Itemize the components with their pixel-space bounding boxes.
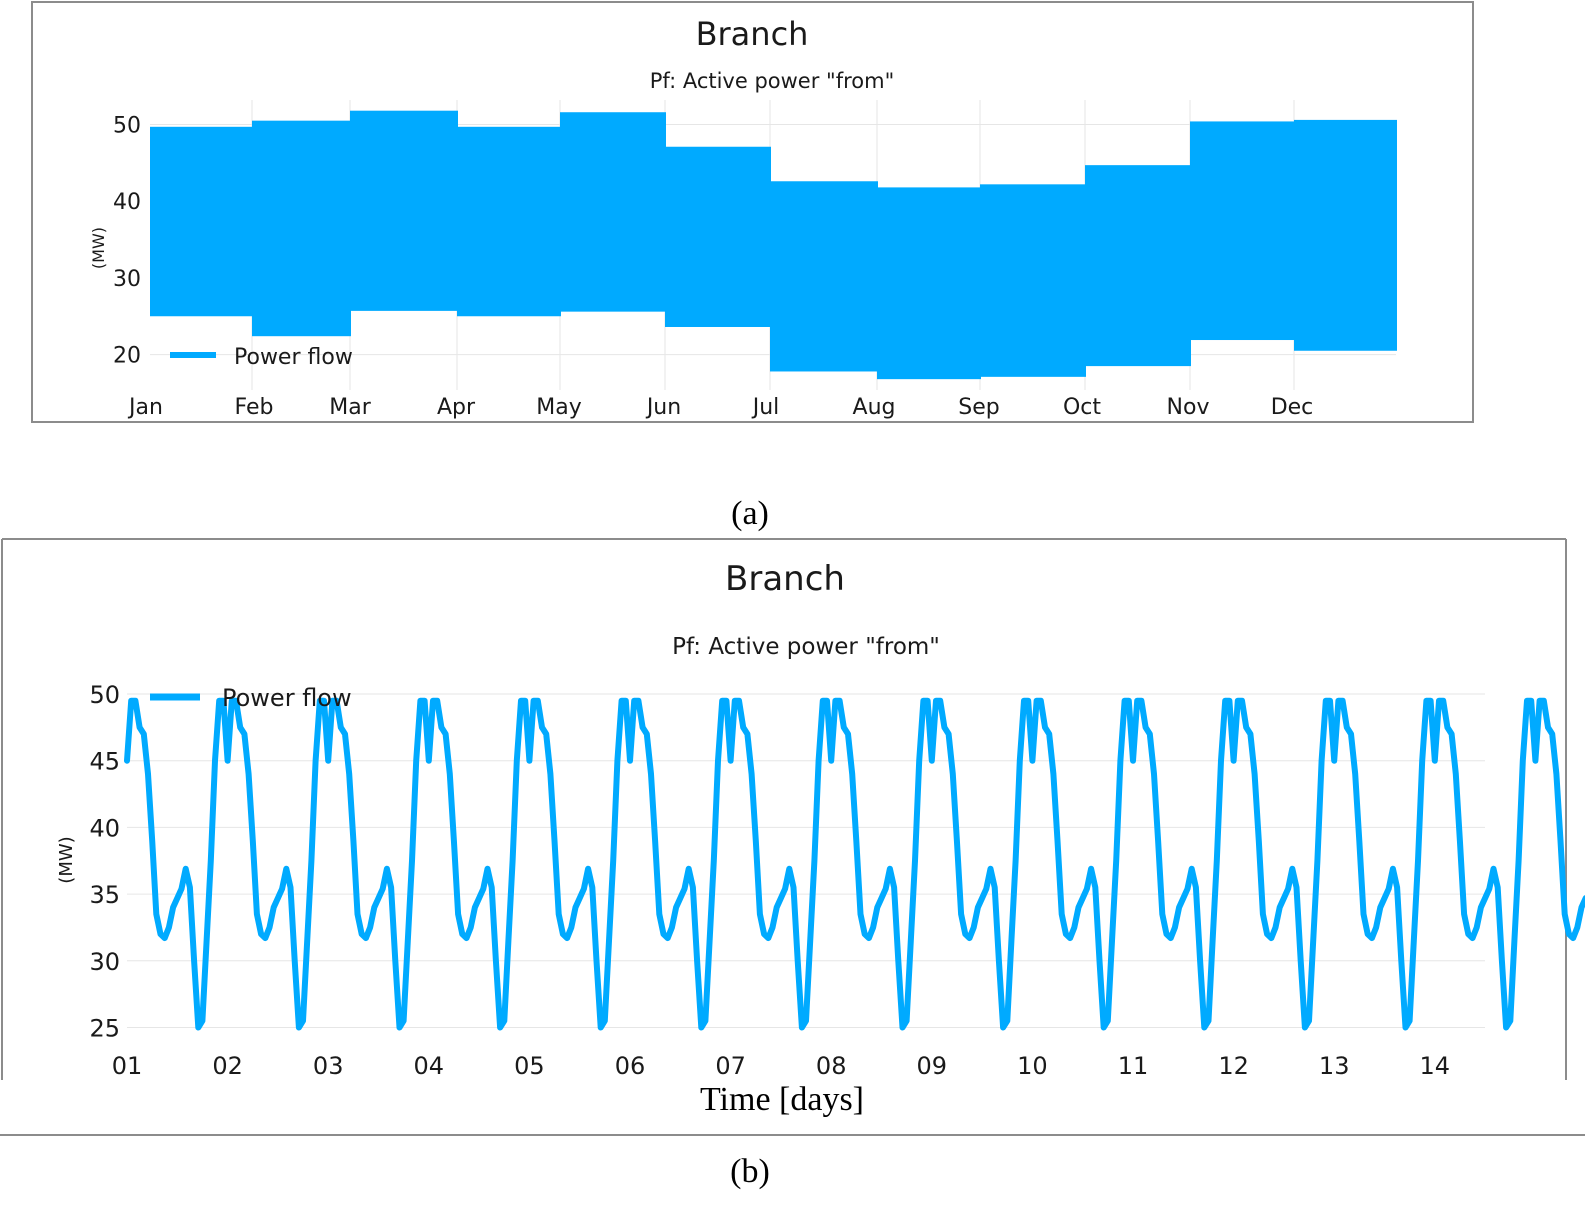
panel-a-legend: Power flow	[170, 345, 353, 370]
panel-b-y-tick-label-0: 25	[89, 1015, 120, 1043]
panel-a-band-oct	[1085, 165, 1191, 367]
panel-a-area-series	[150, 110, 1397, 380]
panel-a-x-tick-label-0: Jan	[127, 395, 163, 420]
panel-b-x-tick-label-0: 01	[112, 1052, 143, 1080]
panel-b-x-ticks: 01 02 03 04 05 06 07 08 09 10 11 12 13 14	[112, 1052, 1450, 1080]
panel-b-x-axis-label: Time [days]	[700, 1081, 864, 1118]
panel-a-x-tick-label-10: Nov	[1167, 395, 1210, 420]
panel-a-band-nov	[1190, 121, 1295, 341]
panel-b-subtitle: Pf: Active power "from"	[672, 634, 940, 660]
panel-b-power-flow-line	[124, 697, 1585, 1031]
panel-a-band-jun	[665, 146, 771, 327]
panel-a-x-tick-label-7: Aug	[853, 395, 896, 420]
panel-a-y-tick-label-0: 20	[113, 344, 141, 369]
panel-a-legend-label: Power flow	[234, 345, 353, 370]
panel-b-legend-label: Power flow	[222, 684, 352, 712]
panel-a-x-tick-label-5: Jun	[645, 395, 681, 420]
panel-b: Branch Pf: Active power "from" (MW) 25 30…	[0, 538, 1585, 1136]
panel-b-x-tick-label-8: 09	[917, 1052, 948, 1080]
panel-a-band-jul	[770, 181, 878, 372]
panel-a-band-apr	[457, 126, 561, 317]
panel-a-y-tick-label-3: 50	[113, 114, 141, 139]
panel-a-subtitle: Pf: Active power "from"	[650, 69, 894, 93]
panel-b-y-tick-label-4: 45	[89, 748, 120, 776]
panel-a-title: Branch	[696, 15, 809, 53]
panel-b-x-tick-label-1: 02	[212, 1052, 243, 1080]
panel-b-x-tick-label-13: 14	[1420, 1052, 1451, 1080]
panel-b-y-axis-label: (MW)	[56, 836, 77, 883]
panel-a-band-mar	[350, 110, 458, 311]
panel-b-x-tick-label-4: 05	[514, 1052, 545, 1080]
panel-a-x-tick-label-4: May	[536, 395, 581, 420]
panel-a-band-may	[560, 112, 666, 312]
panel-b-title: Branch	[725, 559, 845, 599]
panel-a-band-aug	[877, 187, 981, 380]
panel-b-x-tick-label-5: 06	[615, 1052, 646, 1080]
panel-b-x-tick-label-3: 04	[414, 1052, 445, 1080]
panel-a-band-dec	[1294, 119, 1397, 351]
panel-a-x-ticks: Jan Feb Mar Apr May Jun Jul Aug Sep Oct Nov Dec	[127, 395, 1313, 420]
panel-b-x-tick-label-12: 13	[1319, 1052, 1350, 1080]
panel-a-x-tick-label-11: Dec	[1271, 395, 1314, 420]
panel-b-caption: (b)	[730, 1153, 770, 1190]
panel-a-x-tick-label-1: Feb	[235, 395, 274, 420]
panel-b-x-tick-label-10: 11	[1118, 1052, 1149, 1080]
panel-a-band-jan	[150, 126, 253, 317]
panel-a-x-tick-label-9: Oct	[1063, 395, 1101, 420]
panel-a-y-tick-label-2: 40	[113, 190, 141, 215]
panel-b-y-tick-label-3: 40	[89, 814, 120, 842]
panel-b-y-tick-label-2: 35	[89, 881, 120, 909]
panel-a-band-sep	[980, 184, 1086, 377]
panel-b-y-ticks: 25 30 35 40 45 50	[89, 681, 120, 1043]
panel-a: Branch Pf: Active power "from" (MW) 20 30…	[31, 1, 1474, 423]
panel-b-y-tick-label-5: 50	[89, 681, 120, 709]
panel-b-x-tick-label-7: 08	[816, 1052, 847, 1080]
panel-b-x-tick-label-9: 10	[1017, 1052, 1048, 1080]
panel-a-caption: (a)	[731, 495, 769, 532]
panel-b-line-series	[124, 697, 1585, 1031]
panel-b-x-tick-label-6: 07	[715, 1052, 746, 1080]
panel-a-x-tick-label-3: Apr	[437, 395, 476, 420]
panel-b-legend: Power flow	[150, 684, 352, 712]
panel-a-x-tick-label-8: Sep	[958, 395, 999, 420]
panel-a-y-ticks: 20 30 40 50	[113, 114, 141, 369]
panel-b-x-tick-label-11: 12	[1218, 1052, 1249, 1080]
panel-b-y-tick-label-1: 30	[89, 948, 120, 976]
panel-a-y-tick-label-1: 30	[113, 267, 141, 292]
panel-a-band-feb	[252, 120, 351, 337]
panel-a-x-tick-label-2: Mar	[329, 395, 371, 420]
panel-b-x-tick-label-2: 03	[313, 1052, 344, 1080]
panel-a-y-axis-label: (MW)	[89, 227, 108, 269]
panel-a-x-tick-label-6: Jul	[751, 395, 780, 420]
